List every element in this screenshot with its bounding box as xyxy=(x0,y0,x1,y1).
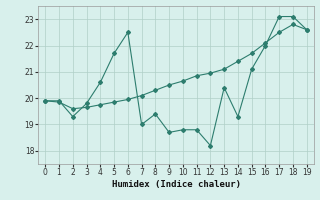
X-axis label: Humidex (Indice chaleur): Humidex (Indice chaleur) xyxy=(111,180,241,189)
